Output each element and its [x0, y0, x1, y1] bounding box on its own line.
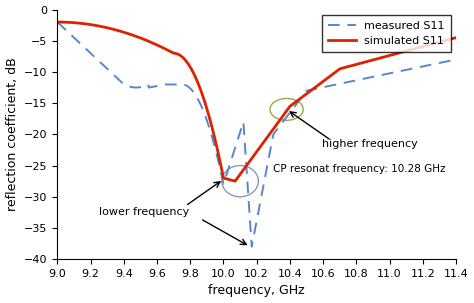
- Text: CP resonat frequency: 10.28 GHz: CP resonat frequency: 10.28 GHz: [273, 164, 446, 174]
- measured S11: [453, 58, 459, 61]
- Text: higher frequency: higher frequency: [322, 139, 418, 149]
- simulated S11: [453, 36, 459, 39]
- measured S11: [328, 84, 334, 87]
- measured S11: [249, 245, 255, 248]
- simulated S11: [55, 20, 60, 24]
- Legend: measured S11, simulated S11: measured S11, simulated S11: [322, 15, 450, 52]
- simulated S11: [373, 57, 379, 61]
- simulated S11: [216, 153, 221, 157]
- Y-axis label: reflection coefficient, dB: reflection coefficient, dB: [6, 58, 18, 211]
- Text: lower frequency: lower frequency: [99, 207, 189, 217]
- Line: measured S11: measured S11: [57, 22, 456, 247]
- simulated S11: [232, 179, 238, 183]
- simulated S11: [230, 179, 236, 182]
- Line: simulated S11: simulated S11: [57, 22, 456, 181]
- measured S11: [373, 75, 379, 78]
- measured S11: [55, 20, 60, 24]
- simulated S11: [328, 73, 334, 77]
- simulated S11: [366, 59, 372, 63]
- simulated S11: [95, 24, 101, 28]
- measured S11: [216, 160, 221, 164]
- X-axis label: frequency, GHz: frequency, GHz: [209, 285, 305, 298]
- measured S11: [95, 58, 101, 62]
- measured S11: [230, 153, 236, 156]
- measured S11: [366, 76, 372, 79]
